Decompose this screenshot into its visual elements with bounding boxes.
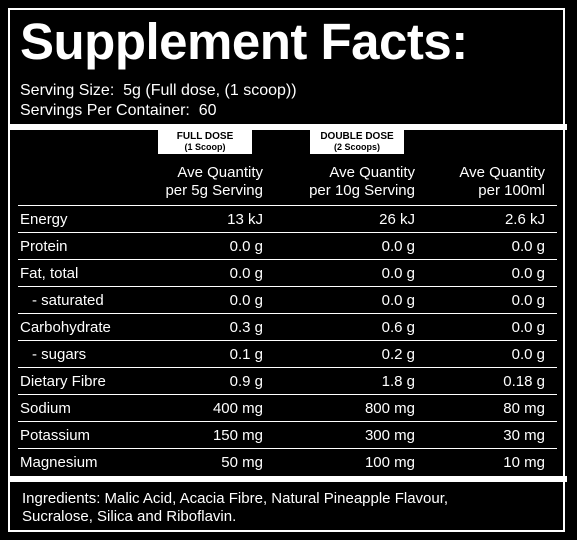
nutrient-value: 300 mg	[364, 427, 415, 444]
nutrient-value: 1.8 g	[381, 373, 415, 390]
nutrient-name: Potassium	[20, 427, 91, 444]
nutrient-value: 0.0 g	[511, 346, 545, 363]
nutrient-row: - saturated 0.0 g 0.0 g 0.0 g	[18, 286, 557, 314]
ingredients-line: Sucralose, Silica and Riboflavin.	[22, 508, 237, 525]
nutrient-value: 30 mg	[503, 427, 545, 444]
nutrient-row: Potassium 150 mg 300 mg 30 mg	[18, 421, 557, 449]
column-header: Ave Quantity per 5g Serving	[113, 164, 263, 200]
nutrient-value: 0.2 g	[381, 346, 415, 363]
nutrient-name: Energy	[20, 211, 68, 228]
badge-line: DOUBLE DOSE	[320, 131, 394, 142]
column-header: Ave Quantity per 100ml	[395, 164, 545, 200]
nutrient-value: 80 mg	[503, 400, 545, 417]
nutrient-value: 100 mg	[364, 454, 415, 471]
nutrient-row: Dietary Fibre 0.9 g 1.8 g 0.18 g	[18, 367, 557, 395]
nutrient-row: Protein 0.0 g 0.0 g 0.0 g	[18, 232, 557, 260]
nutrient-value: 800 mg	[364, 400, 415, 417]
nutrient-row: Fat, total 0.0 g 0.0 g 0.0 g	[18, 259, 557, 287]
nutrient-value: 13 kJ	[227, 211, 263, 228]
nutrient-row: Magnesium 50 mg 100 mg 10 mg	[18, 448, 557, 476]
nutrient-value: 0.0 g	[511, 238, 545, 255]
column-header-line: per 10g Serving	[309, 182, 415, 199]
column-header-line: per 5g Serving	[165, 182, 263, 199]
nutrient-value: 0.0 g	[511, 292, 545, 309]
nutrient-value: 0.1 g	[229, 346, 263, 363]
nutrient-value: 0.0 g	[381, 292, 415, 309]
nutrient-row: Carbohydrate 0.3 g 0.6 g 0.0 g	[18, 313, 557, 341]
nutrient-value: 0.6 g	[381, 319, 415, 336]
nutrient-row: Energy 13 kJ 26 kJ 2.6 kJ	[18, 205, 557, 233]
nutrient-name: Sodium	[20, 400, 71, 417]
nutrient-value: 2.6 kJ	[504, 211, 545, 228]
nutrient-name: - sugars	[32, 346, 87, 363]
nutrient-value: 0.0 g	[381, 238, 415, 255]
nutrient-value: 0.0 g	[229, 265, 263, 282]
nutrient-value: 0.0 g	[229, 238, 263, 255]
serving-size: Serving Size: 5g (Full dose, (1 scoop))	[20, 82, 297, 99]
badge-line: (1 Scoop)	[184, 142, 226, 152]
dose-badge: FULL DOSE (1 Scoop)	[158, 130, 252, 154]
nutrient-value: 0.18 g	[503, 373, 545, 390]
servings-per-container: Servings Per Container: 60	[20, 102, 217, 119]
nutrient-value: 0.0 g	[229, 292, 263, 309]
nutrient-value: 0.0 g	[381, 265, 415, 282]
nutrient-value: 0.0 g	[511, 319, 545, 336]
frame	[8, 8, 565, 532]
nutrient-name: - saturated	[32, 292, 104, 309]
nutrient-name: Carbohydrate	[20, 319, 111, 336]
nutrient-value: 26 kJ	[379, 211, 415, 228]
nutrient-value: 400 mg	[212, 400, 263, 417]
column-header: Ave Quantity per 10g Serving	[265, 164, 415, 200]
nutrient-name: Dietary Fibre	[20, 373, 106, 390]
nutrient-name: Fat, total	[20, 265, 79, 282]
nutrient-row: Sodium 400 mg 800 mg 80 mg	[18, 394, 557, 422]
badge-line: FULL DOSE	[176, 131, 234, 142]
nutrient-value: 0.0 g	[511, 265, 545, 282]
badge-line: (2 Scoops)	[333, 142, 380, 152]
nutrient-row: - sugars 0.1 g 0.2 g 0.0 g	[18, 340, 557, 368]
nutrient-name: Protein	[20, 238, 68, 255]
column-header-line: Ave Quantity	[177, 164, 263, 181]
ingredients-line: Ingredients: Malic Acid, Acacia Fibre, N…	[22, 490, 449, 507]
title: Supplement Facts:	[20, 13, 468, 70]
nutrient-value: 0.3 g	[229, 319, 263, 336]
column-header-line: per 100ml	[478, 182, 545, 199]
divider	[10, 124, 567, 130]
nutrient-value: 50 mg	[221, 454, 263, 471]
ingredients: Ingredients: Malic Acid, Acacia Fibre, N…	[10, 476, 567, 534]
column-header-line: Ave Quantity	[329, 164, 415, 181]
nutrient-value: 0.9 g	[229, 373, 263, 390]
nutrient-name: Magnesium	[20, 454, 98, 471]
column-header-line: Ave Quantity	[459, 164, 545, 181]
dose-badge: DOUBLE DOSE (2 Scoops)	[310, 130, 404, 154]
nutrient-value: 10 mg	[503, 454, 545, 471]
nutrient-value: 150 mg	[212, 427, 263, 444]
